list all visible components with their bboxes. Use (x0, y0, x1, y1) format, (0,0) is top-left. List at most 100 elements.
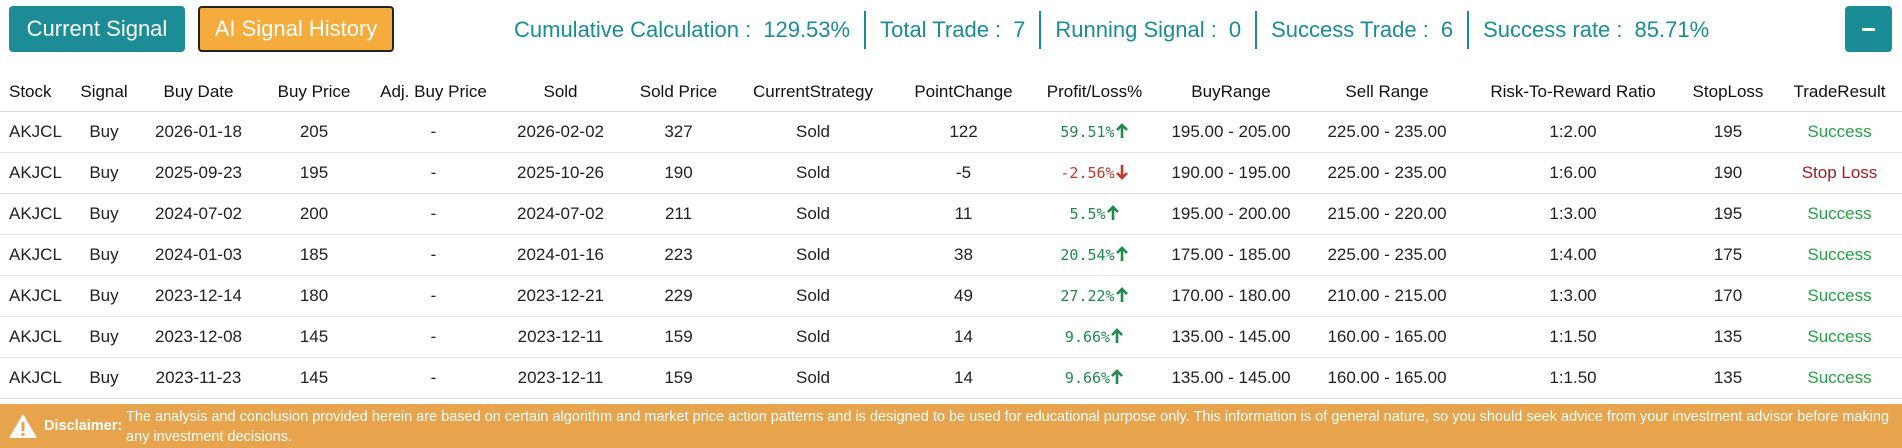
table-cell: 145 (258, 316, 370, 358)
table-cell: 195.00 - 200.00 (1155, 193, 1307, 235)
table-row: AKJCL Buy 2024-01-03 185-2024-01-16 223 Sold 3… (0, 234, 1902, 276)
stat-label: Total Trade : (880, 17, 1002, 42)
table-row: AKJCL Buy 2024-07-02 200-2024-07-02 211 Sold 1… (0, 193, 1902, 235)
profit-loss: 9.66% (1064, 328, 1111, 346)
table-cell: - (370, 357, 497, 399)
column-header: CurrentStrategy (733, 72, 893, 112)
table-cell: Buy (69, 234, 139, 276)
table-cell: 122 (893, 111, 1034, 153)
table-cell: 225.00 - 235.00 (1307, 111, 1467, 153)
table-cell: 225.00 - 235.00 (1307, 234, 1467, 276)
up-arrow (1115, 287, 1128, 302)
table-cell: 327 (624, 111, 733, 153)
current-signal-button[interactable]: Current Signal (9, 6, 185, 52)
table-cell: 1:3.00 (1467, 193, 1679, 235)
table-cell: 190.00 - 195.00 (1155, 152, 1307, 194)
table-cell: 2023-12-21 (497, 275, 624, 317)
table-cell: Buy (69, 275, 139, 317)
table-cell: 159 (624, 316, 733, 358)
table-cell: - (370, 152, 497, 194)
table-row: AKJCL Buy 2026-01-18 205-2026-02-02 327 Sold 1… (0, 111, 1902, 153)
table-cell: AKJCL (0, 152, 69, 194)
table-cell: 210.00 - 215.00 (1307, 275, 1467, 317)
table-cell: 2024-01-03 (139, 234, 258, 276)
table-cell: Sold (733, 357, 893, 399)
stat-value: 85.71% (1634, 17, 1710, 42)
table-cell: 175 (1679, 234, 1777, 276)
column-header: Buy Price (258, 72, 370, 112)
table-cell: 135 (1679, 357, 1777, 399)
ai-signal-history-button[interactable]: AI Signal History (198, 6, 394, 52)
trade-result: Success (1777, 316, 1902, 358)
table-cell: 205 (258, 111, 370, 153)
table-row: AKJCL Buy 2025-09-23 195-2025-10-26 190 Sold -… (0, 152, 1902, 194)
table-cell: Sold (733, 275, 893, 317)
table-cell: 159 (624, 357, 733, 399)
stat-label: Cumulative Calculation : (514, 17, 752, 42)
column-header: Sold (497, 72, 624, 112)
table-cell: 2024-07-02 (139, 193, 258, 235)
table-row: AKJCL Buy 2023-11-23 145-2023-12-11 159 Sold 1… (0, 357, 1902, 399)
table-cell: Buy (69, 152, 139, 194)
table-cell: 195 (1679, 193, 1777, 235)
table-cell: 135.00 - 145.00 (1155, 316, 1307, 358)
stat-value: 7 (1013, 17, 1026, 42)
table-cell: Sold (733, 316, 893, 358)
table-cell: Buy (69, 193, 139, 235)
profit-loss: 20.54% (1060, 246, 1115, 264)
table-cell: 200 (258, 193, 370, 235)
table-cell: 2023-11-23 (139, 357, 258, 399)
table-cell: - (370, 316, 497, 358)
table-cell: 14 (893, 316, 1034, 358)
trade-result: Stop Loss (1777, 152, 1902, 194)
up-arrow (1111, 369, 1123, 384)
table-cell: 175.00 - 185.00 (1155, 234, 1307, 276)
table-body: AKJCL Buy 2026-01-18 205-2026-02-02 327 Sold 1… (0, 111, 1902, 399)
table-cell: - (370, 275, 497, 317)
table-row: AKJCL Buy 2023-12-14 180-2023-12-21 229 Sold 4… (0, 275, 1902, 317)
disclaimer-bar: Disclaimer: The analysis and conclusion … (0, 404, 1902, 448)
table-cell: 1:3.00 (1467, 275, 1679, 317)
table-cell: 215.00 - 220.00 (1307, 193, 1467, 235)
table-cell: 49 (893, 275, 1034, 317)
profit-cell: 20.54% (1034, 234, 1155, 276)
profit-loss: -2.56% (1060, 164, 1115, 182)
up-arrow (1115, 246, 1128, 261)
table-cell: 11 (893, 193, 1034, 235)
table-cell: - (370, 111, 497, 153)
minus-icon (1862, 28, 1875, 31)
table-cell: 1:1.50 (1467, 357, 1679, 399)
table-cell: 170 (1679, 275, 1777, 317)
table-cell: Sold (733, 193, 893, 235)
stat-value: 129.53% (763, 17, 851, 42)
top-bar: Current Signal AI Signal History Cumulat… (0, 0, 1902, 64)
table-cell: 2025-09-23 (139, 152, 258, 194)
profit-cell: 9.66% (1034, 316, 1155, 358)
stat-label: Running Signal : (1055, 17, 1217, 42)
down-arrow (1115, 165, 1128, 180)
column-header: Sell Range (1307, 72, 1467, 112)
collapse-button[interactable] (1845, 6, 1892, 52)
table-cell: 170.00 - 180.00 (1155, 275, 1307, 317)
trade-result: Success (1777, 275, 1902, 317)
column-header: Stock (0, 72, 69, 112)
stat: Success Trade : 6 (1255, 11, 1467, 49)
table-cell: 225.00 - 235.00 (1307, 152, 1467, 194)
stat-label: Success Trade : (1271, 17, 1429, 42)
profit-loss: 9.66% (1064, 369, 1111, 387)
column-header: TradeResult (1777, 72, 1902, 112)
up-arrow (1111, 328, 1123, 343)
table-cell: 38 (893, 234, 1034, 276)
disclaimer-label: Disclaimer: (44, 418, 123, 434)
table-cell: 14 (893, 357, 1034, 399)
table-cell: Sold (733, 152, 893, 194)
column-header: StopLoss (1679, 72, 1777, 112)
stat-value: 0 (1228, 17, 1242, 42)
table-cell: 1:4.00 (1467, 234, 1679, 276)
table-cell: 190 (1679, 152, 1777, 194)
table-cell: 160.00 - 165.00 (1307, 357, 1467, 399)
table-cell: Buy (69, 357, 139, 399)
table-cell: 1:6.00 (1467, 152, 1679, 194)
column-header: Risk-To-Reward Ratio (1467, 72, 1679, 112)
table-cell: 160.00 - 165.00 (1307, 316, 1467, 358)
